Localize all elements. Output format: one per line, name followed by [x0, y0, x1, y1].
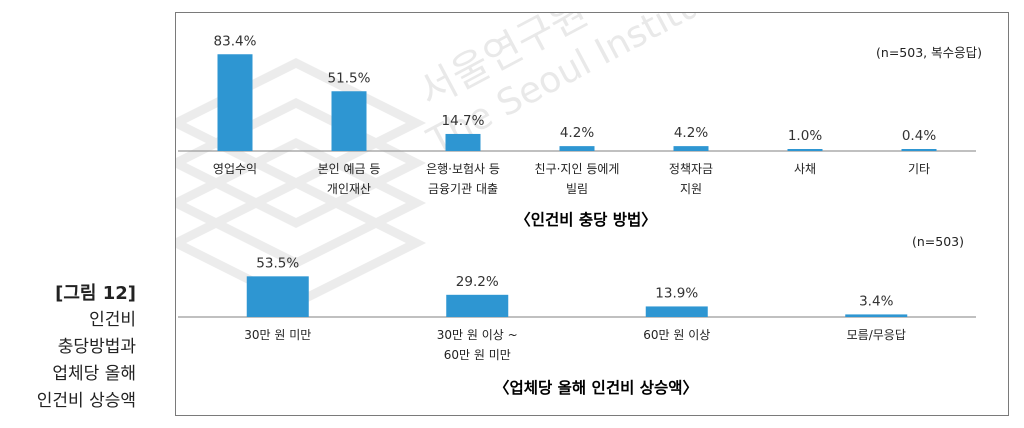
- chart2-title: 〈업체당 올해 인건비 상승액〉: [494, 378, 698, 397]
- chart1-category-label-3: 친구·지인 등에게 빌림: [535, 162, 620, 196]
- chart2-bar-0: [246, 276, 309, 317]
- chart1-value-label-6: 0.4%: [902, 128, 936, 144]
- chart1-bar-5: [787, 149, 823, 151]
- chart-labor-cost-increase: 53.5% 30만 원 미만 29.2% 30만 원 이상 ~60만 원 미만 13.9…: [178, 255, 976, 397]
- caption-line-3: 업체당 올해: [52, 364, 136, 384]
- caption-line-1: 인건비: [89, 310, 136, 330]
- caption-line-4: 인건비 상승액: [36, 391, 136, 411]
- chart1-category-label-2: 은행·보험사 등 금융기관 대출: [426, 161, 500, 196]
- chart2-note: (n=503): [911, 234, 964, 249]
- chart2-category-label-1: 30만 원 이상 ~60만 원 미만: [437, 328, 518, 362]
- chart1-category-label-5: 사채: [794, 162, 816, 176]
- figure-frame: 서울연구원 The Seoul Institute (n=503, 복수응답) …: [175, 12, 1009, 416]
- chart1-value-label-0: 83.4%: [214, 33, 257, 49]
- caption-line-2: 충당방법과: [57, 337, 136, 357]
- chart1-value-label-2: 14.7%: [442, 113, 485, 129]
- chart1-value-label-1: 51.5%: [328, 70, 371, 86]
- chart2-value-label-3: 3.4%: [859, 293, 893, 309]
- chart1-category-label-4: 정책자금 지원: [669, 161, 713, 196]
- chart1-value-label-3: 4.2%: [560, 125, 594, 141]
- chart2-value-label-2: 13.9%: [655, 285, 698, 301]
- chart1-category-label-6: 기타: [908, 162, 930, 176]
- chart2-value-label-1: 29.2%: [456, 274, 499, 290]
- chart1-category-label-1: 본인 예금 등 개인재산: [318, 162, 381, 196]
- chart2-value-label-0: 53.5%: [256, 255, 299, 271]
- chart2-category-label-3: 모름/무응답: [847, 328, 906, 342]
- chart1-bar-1: [331, 91, 367, 151]
- chart2-bar-2: [645, 306, 708, 317]
- chart1-category-label-0: 영업수익: [213, 162, 257, 176]
- chart2-category-label-0: 30만 원 미만: [244, 328, 311, 342]
- chart1-value-label-4: 4.2%: [674, 125, 708, 141]
- chart1-bar-3: [559, 146, 595, 151]
- chart2-bar-1: [446, 294, 509, 317]
- figure-number: [그림 12]: [55, 283, 136, 304]
- chart2-bar-3: [845, 314, 908, 317]
- chart1-title: 〈인건비 충당 방법〉: [515, 211, 657, 229]
- chart1-note: (n=503, 복수응답): [876, 45, 982, 60]
- chart1-value-label-5: 1.0%: [788, 128, 822, 144]
- figure-caption: [그림 12] 인건비 충당방법과 업체당 올해 인건비 상승액: [6, 280, 136, 415]
- chart-funding-methods: 83.4% 영업수익 51.5% 본인 예금 등 개인재산 14.7% 은행·보험사 등 금융…: [178, 33, 976, 229]
- chart1-bar-6: [901, 149, 937, 151]
- chart1-bar-0: [217, 54, 253, 152]
- chart1-bar-2: [445, 133, 481, 151]
- chart2-category-label-2: 60만 원 이상: [643, 328, 710, 342]
- chart1-bar-4: [673, 146, 709, 151]
